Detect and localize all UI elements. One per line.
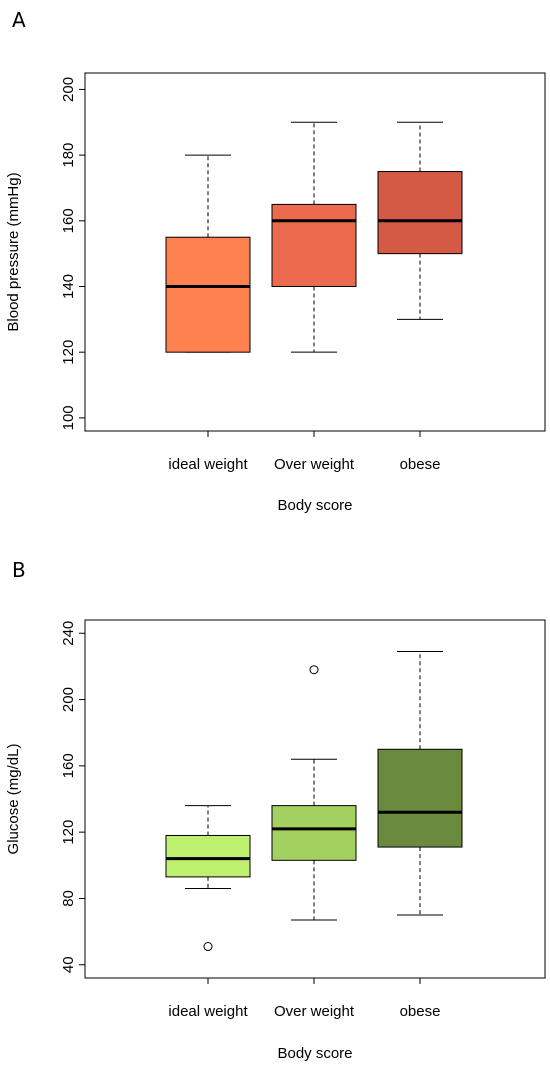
y-tick-label: 160 <box>60 208 77 233</box>
y-tick-label: 100 <box>60 405 77 430</box>
box <box>165 834 251 878</box>
y-tick-label: 200 <box>60 77 77 102</box>
x-tick-label: obese <box>400 456 441 473</box>
y-tick-label: 120 <box>60 340 77 365</box>
x-tick-label: obese <box>400 1003 441 1020</box>
y-tick-label: 160 <box>60 753 77 778</box>
y-tick-label: 120 <box>60 820 77 845</box>
y-tick-label: 40 <box>60 956 77 973</box>
x-axis-title: Body score <box>277 1045 352 1062</box>
panel-a: A 100 120 140 160 180 200 Blood pressure (mmHg… <box>0 0 550 530</box>
x-tick-label: Over weight <box>274 456 355 473</box>
panel-b: B 40 80 120 160 200 240 Glucose (mg/dL) ideal w… <box>0 540 550 1067</box>
panel-letter: B <box>12 558 26 582</box>
x-axis-title: Body score <box>277 497 352 514</box>
y-axis-title: Blood pressure (mmHg) <box>5 172 22 331</box>
glucose-boxplot: 40 80 120 160 200 240 Glucose (mg/dL) ideal wei… <box>5 619 546 1062</box>
y-tick-label: 240 <box>60 621 77 646</box>
x-tick-label: ideal weight <box>168 456 248 473</box>
y-tick-label: 180 <box>60 143 77 168</box>
y-tick-label: 140 <box>60 274 77 299</box>
box <box>165 236 251 353</box>
blood-pressure-boxplot: 100 120 140 160 180 200 Blood pressure (mmHg) i… <box>5 72 546 514</box>
box <box>271 203 357 287</box>
outlier-point <box>309 665 319 675</box>
y-axis-title: Glucose (mg/dL) <box>5 744 22 855</box>
x-tick-label: Over weight <box>274 1003 355 1020</box>
y-tick-label: 200 <box>60 687 77 712</box>
y-tick-label: 80 <box>60 890 77 907</box>
x-tick-label: ideal weight <box>168 1003 248 1020</box>
panel-letter: A <box>12 8 26 32</box>
outlier-point <box>203 942 213 952</box>
box <box>377 171 463 255</box>
box <box>271 805 357 861</box>
box <box>377 748 463 848</box>
